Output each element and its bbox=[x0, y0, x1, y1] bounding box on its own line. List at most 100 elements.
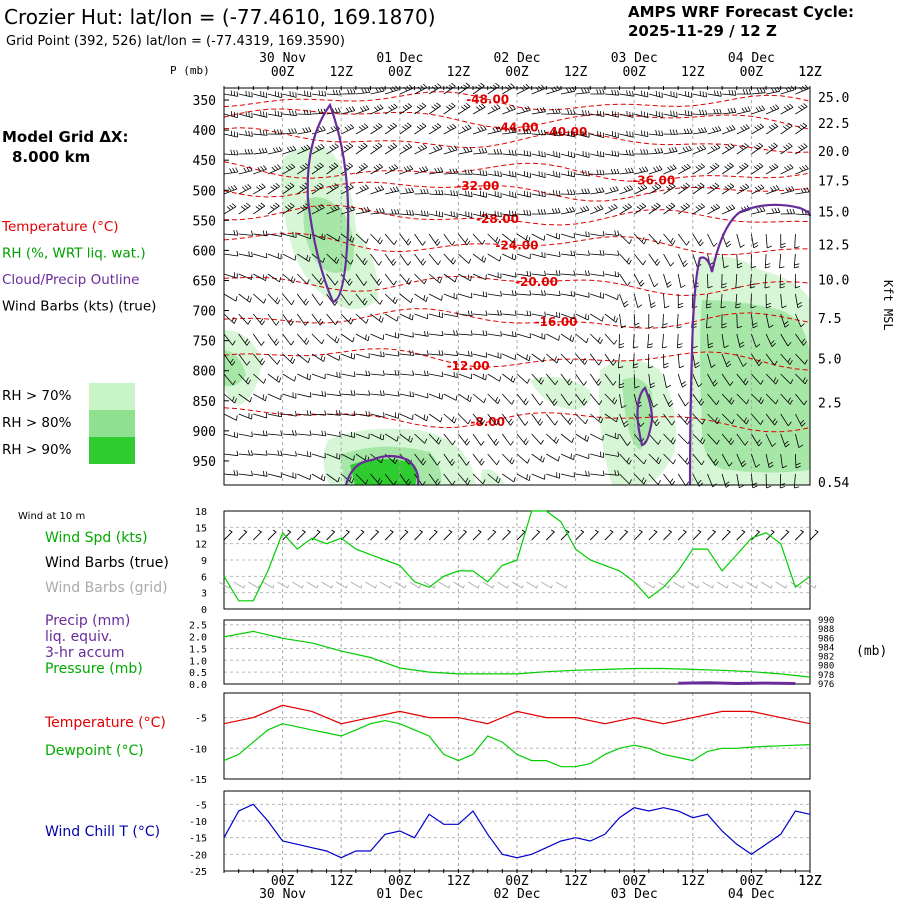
wind-barb bbox=[399, 84, 413, 95]
wind-barb bbox=[678, 163, 691, 175]
wind-barb bbox=[472, 210, 487, 218]
wind-barb bbox=[267, 333, 280, 346]
pressure-tick-label-right: 984 bbox=[818, 643, 834, 653]
time-tick-top: 00Z bbox=[505, 65, 529, 80]
wind-barb bbox=[604, 413, 619, 423]
wind-barb bbox=[736, 353, 747, 367]
wind-barb bbox=[560, 189, 576, 195]
model-grid-value: 8.000 km bbox=[12, 148, 90, 166]
grid-point-text: Grid Point (392, 526) lat/lon = (-77.431… bbox=[6, 34, 345, 49]
wind-barb bbox=[443, 102, 456, 115]
wind-barb bbox=[575, 453, 590, 459]
wind-barb bbox=[458, 102, 471, 115]
wind-barb bbox=[604, 373, 617, 386]
wind-barb bbox=[765, 104, 780, 115]
wind-barb bbox=[663, 183, 676, 195]
wind-barb bbox=[487, 253, 502, 262]
wind-barb bbox=[399, 103, 412, 115]
pressure-tick-label-right: 980 bbox=[818, 662, 834, 672]
legend-label: Temperature (°C) bbox=[1, 219, 119, 235]
wind-barb bbox=[516, 353, 531, 362]
wind-barb bbox=[560, 206, 576, 215]
wind-barb bbox=[575, 292, 590, 298]
temperature-contour bbox=[223, 275, 811, 296]
wind-barb bbox=[443, 330, 459, 336]
wind-barb-true bbox=[399, 529, 409, 541]
wind-barb bbox=[692, 144, 707, 155]
wind-barb-grid bbox=[658, 581, 670, 589]
date-label-bottom: 03 Dec bbox=[611, 887, 658, 900]
wind-barb bbox=[692, 453, 705, 466]
wind-barb bbox=[546, 108, 561, 115]
wind-barb bbox=[531, 413, 544, 426]
wind-barb bbox=[458, 273, 472, 282]
wind-barb-grid bbox=[379, 581, 392, 589]
wind-barb bbox=[384, 233, 398, 246]
wind-barb-grid bbox=[672, 581, 685, 589]
date-label-bottom: 01 Dec bbox=[376, 887, 423, 900]
wind-barb bbox=[267, 129, 283, 135]
wind-barb bbox=[736, 183, 750, 195]
value-tick-label: 1.5 bbox=[189, 644, 207, 655]
wind-barb bbox=[721, 125, 736, 135]
wind-barb bbox=[633, 273, 645, 287]
temperature-contour-label: -24.00 bbox=[496, 238, 539, 252]
wind-barb bbox=[692, 90, 707, 98]
wind-barb bbox=[472, 352, 488, 358]
wind-barb bbox=[502, 104, 516, 115]
wind-barb-true bbox=[252, 529, 263, 541]
wind-barb bbox=[663, 453, 676, 465]
wind-barb bbox=[516, 310, 532, 317]
wind-barb-grid bbox=[467, 581, 480, 589]
wind-barb bbox=[633, 453, 647, 465]
wind-barb bbox=[648, 183, 662, 195]
wind-barb bbox=[677, 253, 688, 267]
wind-barb bbox=[282, 313, 294, 326]
wind-barb bbox=[458, 253, 472, 264]
wind-barb bbox=[297, 253, 311, 262]
series-line bbox=[223, 630, 811, 678]
wind-barb-grid bbox=[306, 581, 319, 589]
wind-barb bbox=[472, 125, 487, 135]
wind-barb bbox=[619, 413, 629, 428]
series-line bbox=[223, 803, 811, 859]
wind-barb-true bbox=[619, 529, 629, 541]
height-tick-label: 17.5 bbox=[818, 175, 849, 190]
wind-barb bbox=[370, 333, 385, 340]
wind-barb bbox=[619, 90, 634, 97]
wind-barb-true bbox=[487, 529, 497, 541]
wind-barb bbox=[794, 233, 800, 249]
wind-barb bbox=[370, 104, 384, 115]
series-line bbox=[223, 510, 811, 602]
wind-barb bbox=[590, 271, 605, 277]
temperature-contour-label: -12.00 bbox=[447, 359, 490, 373]
wind-barb bbox=[516, 190, 531, 198]
wind-barb bbox=[340, 162, 353, 175]
wind-barb bbox=[590, 131, 605, 138]
wind-barb-grid bbox=[497, 581, 509, 589]
wind-barb bbox=[340, 142, 354, 155]
temperature-contour-label: -48.00 bbox=[466, 92, 509, 106]
wind-barb bbox=[370, 142, 383, 155]
wind-barb bbox=[296, 313, 309, 326]
wind-barb bbox=[516, 453, 530, 464]
wind-barb bbox=[604, 203, 618, 215]
wind-barb bbox=[692, 127, 707, 135]
pressure-tick-label: 350 bbox=[193, 94, 216, 109]
wind-barb bbox=[472, 291, 488, 298]
wind-barb bbox=[502, 373, 516, 383]
wind-barb bbox=[619, 233, 632, 245]
wind-barb bbox=[516, 253, 531, 260]
wind-barb bbox=[604, 130, 619, 138]
wind-barb bbox=[458, 292, 473, 299]
wind-barb bbox=[736, 433, 749, 446]
wind-barb bbox=[751, 373, 764, 385]
height-tick-label: 10.0 bbox=[818, 273, 849, 288]
wind-barb bbox=[487, 310, 502, 316]
wind-barb bbox=[502, 453, 515, 465]
wind-barb bbox=[692, 393, 705, 406]
pressure-tick-label-right: 976 bbox=[818, 680, 834, 690]
wind-barb bbox=[560, 86, 576, 95]
wind-barb bbox=[311, 313, 324, 326]
